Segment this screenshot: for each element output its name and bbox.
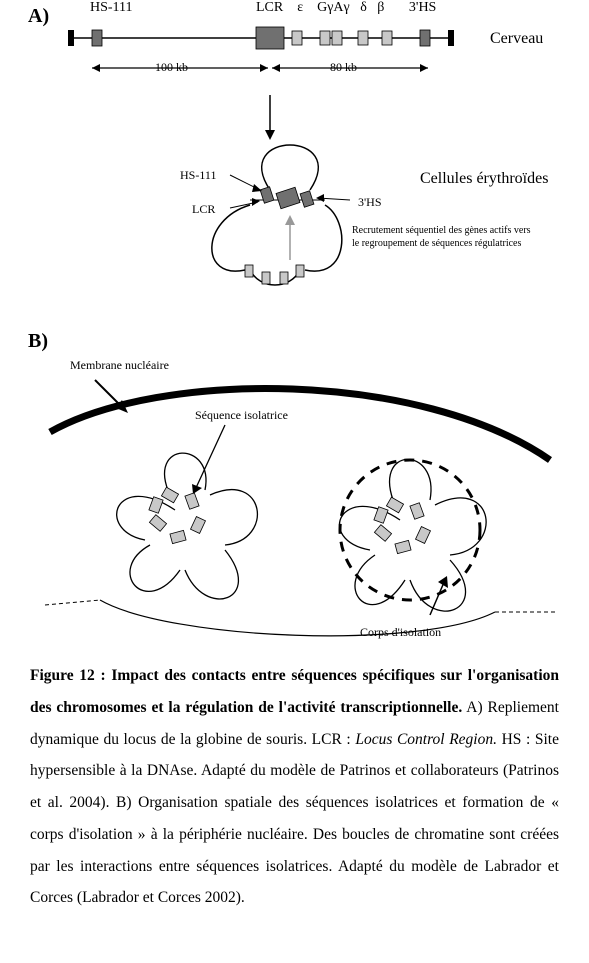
label-lcr: LCR — [192, 202, 215, 217]
label-hs111: HS-111 — [180, 168, 216, 183]
caption-title-3: transcriptionnelle. — [340, 699, 462, 716]
caption-title-1: Figure 12 : Impact des contacts entre sé… — [30, 667, 462, 684]
caption-body-2: HS : Site hypersensible à la DNAse. Adap… — [30, 731, 559, 907]
label-100kb: 100 kb — [155, 60, 188, 75]
label-membrane: Membrane nucléaire — [70, 358, 169, 373]
panel-b-svg — [0, 340, 589, 660]
figure-caption: Figure 12 : Impact des contacts entre sé… — [30, 660, 559, 914]
label-80kb: 80 kb — [330, 60, 357, 75]
label-cerveau: Cerveau — [490, 30, 543, 48]
label-corps: Corps d'isolation — [360, 625, 441, 640]
caption-italic-1: Locus Control Region. — [355, 731, 497, 748]
label-insulator: Séquence isolatrice — [195, 408, 288, 423]
note-line1: Recrutement séquentiel des gènes actifs … — [352, 225, 572, 237]
note-line2: le regroupement de séquences régulatrice… — [352, 238, 572, 250]
label-erythroid: Cellules érythroïdes — [420, 170, 548, 188]
label-3hs: 3'HS — [358, 195, 382, 210]
